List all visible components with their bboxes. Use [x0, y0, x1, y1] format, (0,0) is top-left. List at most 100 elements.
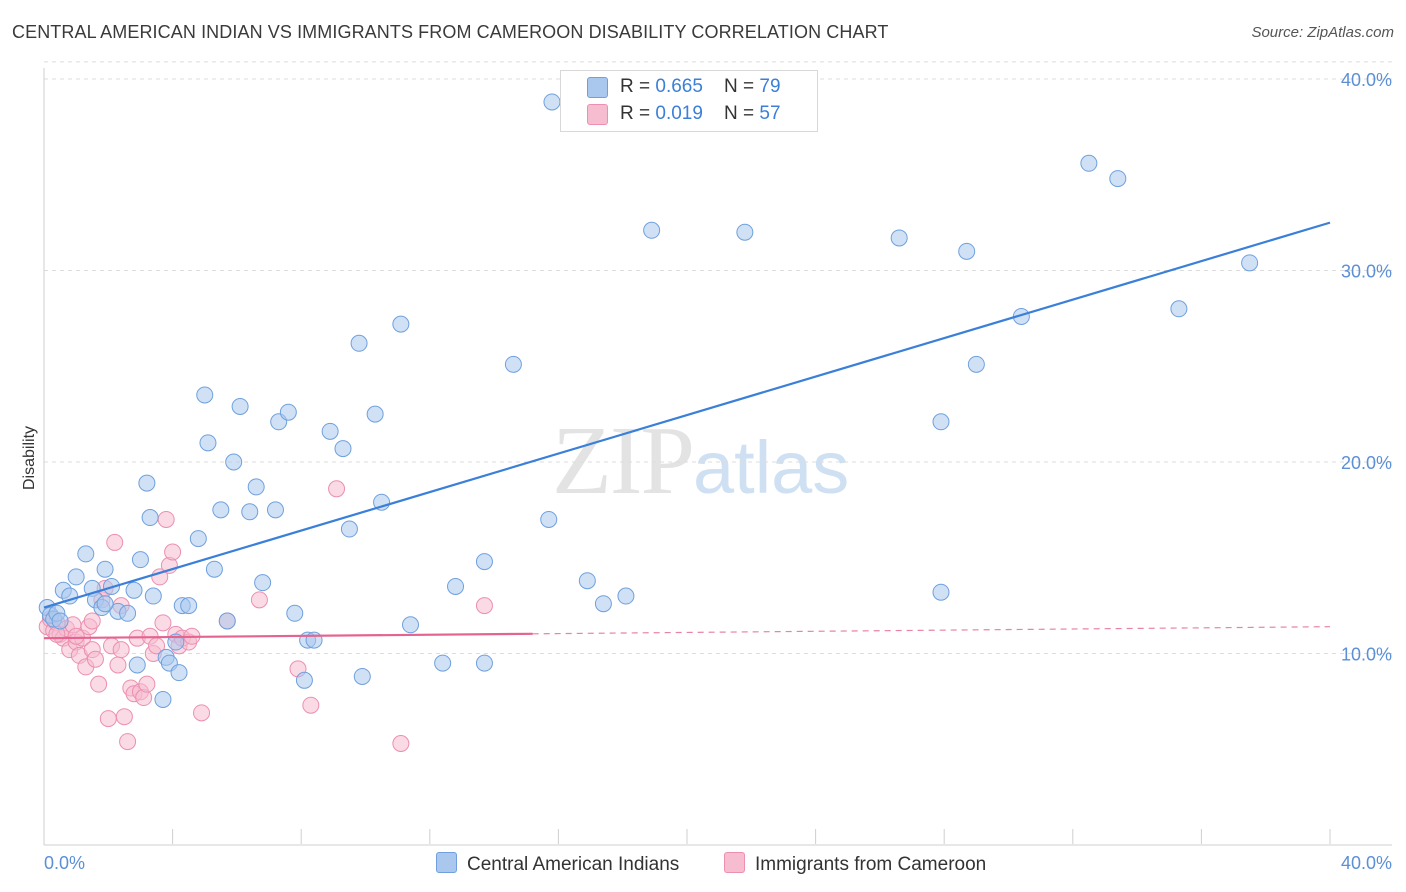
data-point-central-american-indian	[643, 221, 661, 239]
data-point-central-american-indian	[231, 397, 249, 415]
data-point-cameroon	[112, 641, 130, 659]
trend-line-cameroon-dashed	[532, 626, 1331, 635]
data-point-cameroon	[119, 733, 137, 751]
source-credit: Source: ZipAtlas.com	[1251, 24, 1394, 41]
data-point-cameroon	[109, 656, 127, 674]
data-point-central-american-indian	[138, 474, 156, 492]
legend-r-value: 0.665	[655, 76, 703, 97]
data-point-central-american-indian	[617, 587, 635, 605]
data-point-cameroon	[83, 612, 101, 630]
legend-r-label: R =	[620, 76, 656, 97]
data-point-central-american-indian	[128, 656, 146, 674]
data-point-central-american-indian	[51, 612, 69, 630]
data-point-central-american-indian	[890, 229, 908, 247]
data-point-central-american-indian	[212, 501, 230, 519]
data-point-central-american-indian	[199, 434, 217, 452]
data-point-cameroon	[475, 597, 493, 615]
data-point-cameroon	[302, 696, 320, 714]
data-point-cameroon	[99, 710, 117, 728]
bottom-legend-swatch-blue	[436, 852, 457, 873]
stats-legend: R = 0.665 N = 79 R = 0.019 N = 57	[560, 70, 818, 132]
data-point-central-american-indian	[392, 315, 410, 333]
chart-title: CENTRAL AMERICAN INDIAN VS IMMIGRANTS FR…	[12, 22, 889, 42]
data-point-central-american-indian	[196, 386, 214, 404]
data-point-central-american-indian	[295, 671, 313, 689]
data-point-central-american-indian	[205, 560, 223, 578]
data-point-central-american-indian	[170, 664, 188, 682]
x-tick-label-max: 40.0%	[1341, 853, 1392, 873]
data-point-central-american-indian	[447, 577, 465, 595]
series-immigrants-from-cameroon	[38, 480, 493, 753]
legend-n-label: N =	[724, 103, 760, 124]
legend-swatch-blue	[587, 77, 608, 98]
axes	[43, 68, 1392, 846]
data-point-central-american-indian	[932, 583, 950, 601]
watermark: ZIPatlas	[552, 405, 849, 517]
data-point-central-american-indian	[77, 545, 95, 563]
data-point-central-american-indian	[218, 612, 236, 630]
data-point-cameroon	[106, 533, 124, 551]
legend-n-value: 79	[759, 76, 781, 97]
data-point-central-american-indian	[594, 595, 612, 613]
x-tick-label-min: 0.0%	[44, 853, 85, 873]
data-point-central-american-indian	[540, 510, 558, 528]
data-point-central-american-indian	[305, 631, 323, 649]
trend-line-cameroon-solid	[43, 632, 533, 640]
data-point-cameroon	[151, 568, 169, 586]
data-point-cameroon	[115, 708, 133, 726]
data-point-central-american-indian	[1109, 170, 1127, 188]
data-point-cameroon	[154, 614, 172, 632]
data-point-central-american-indian	[958, 242, 976, 260]
y-tick-label: 10.0%	[1341, 645, 1392, 665]
data-point-central-american-indian	[578, 572, 596, 590]
data-point-central-american-indian	[241, 503, 259, 521]
gridlines	[44, 61, 1392, 654]
data-point-central-american-indian	[1241, 254, 1259, 272]
trend-line-central-american-indians	[43, 221, 1331, 609]
watermark-zip: ZIP	[552, 407, 695, 515]
data-point-cameroon	[392, 735, 410, 753]
legend-r-label: R =	[620, 103, 656, 124]
data-point-central-american-indian	[353, 667, 371, 685]
watermark-atlas: atlas	[693, 426, 850, 509]
data-point-central-american-indian	[402, 616, 420, 634]
legend-swatch-pink	[587, 104, 608, 125]
bottom-legend-label: Immigrants from Cameroon	[755, 854, 987, 875]
data-point-central-american-indian	[340, 520, 358, 538]
data-point-central-american-indian	[225, 453, 243, 471]
data-point-central-american-indian	[286, 604, 304, 622]
data-point-central-american-indian	[247, 478, 265, 496]
data-point-cameroon	[164, 543, 182, 561]
y-tick-label: 30.0%	[1341, 262, 1392, 282]
bottom-legend-swatch-pink	[724, 852, 745, 873]
data-point-central-american-indian	[475, 553, 493, 571]
data-point-cameroon	[86, 650, 104, 668]
data-point-cameroon	[250, 591, 268, 609]
series-central-american-indians	[38, 93, 1259, 708]
bottom-legend-item-immigrants-from-cameroon: Immigrants from Cameroon	[724, 852, 986, 876]
data-point-central-american-indian	[334, 440, 352, 458]
data-point-central-american-indian	[141, 509, 159, 527]
data-point-cameroon	[67, 627, 85, 645]
data-point-central-american-indian	[475, 654, 493, 672]
data-point-central-american-indian	[266, 501, 284, 519]
data-point-central-american-indian	[119, 604, 137, 622]
data-point-central-american-indian	[154, 690, 172, 708]
data-point-central-american-indian	[321, 422, 339, 440]
data-point-central-american-indian	[736, 223, 754, 241]
data-point-cameroon	[328, 480, 346, 498]
legend-n-label: N =	[724, 76, 760, 97]
y-axis-title: Disability	[21, 426, 38, 490]
data-point-central-american-indian	[131, 551, 149, 569]
data-point-central-american-indian	[967, 355, 985, 373]
data-point-central-american-indian	[504, 355, 522, 373]
data-point-cameroon	[90, 675, 108, 693]
data-point-central-american-indian	[125, 581, 143, 599]
trend-lines	[43, 221, 1331, 640]
y-tick-labels: 10.0% 20.0% 30.0% 40.0%	[1341, 70, 1392, 665]
data-point-cameroon	[138, 675, 156, 693]
data-point-central-american-indian	[254, 574, 272, 592]
y-tick-label: 40.0%	[1341, 70, 1392, 90]
y-tick-label: 20.0%	[1341, 453, 1392, 473]
